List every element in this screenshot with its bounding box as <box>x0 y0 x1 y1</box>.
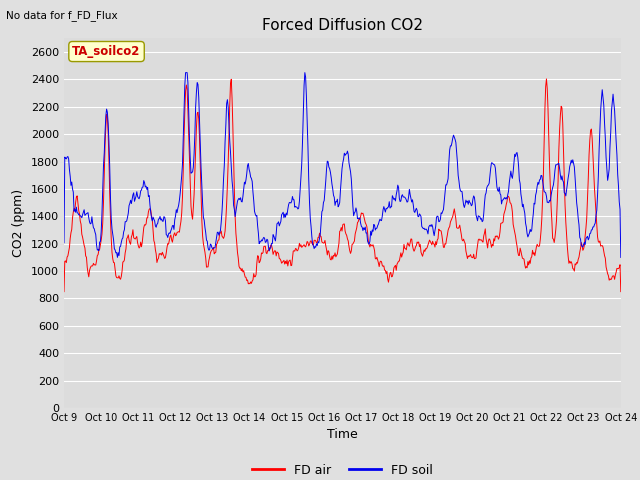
Legend: FD air, FD soil: FD air, FD soil <box>247 458 438 480</box>
Title: Forced Diffusion CO2: Forced Diffusion CO2 <box>262 18 423 33</box>
Text: No data for f_FD_Flux: No data for f_FD_Flux <box>6 10 118 21</box>
X-axis label: Time: Time <box>327 429 358 442</box>
Y-axis label: CO2 (ppm): CO2 (ppm) <box>12 189 26 257</box>
Text: TA_soilco2: TA_soilco2 <box>72 45 141 58</box>
